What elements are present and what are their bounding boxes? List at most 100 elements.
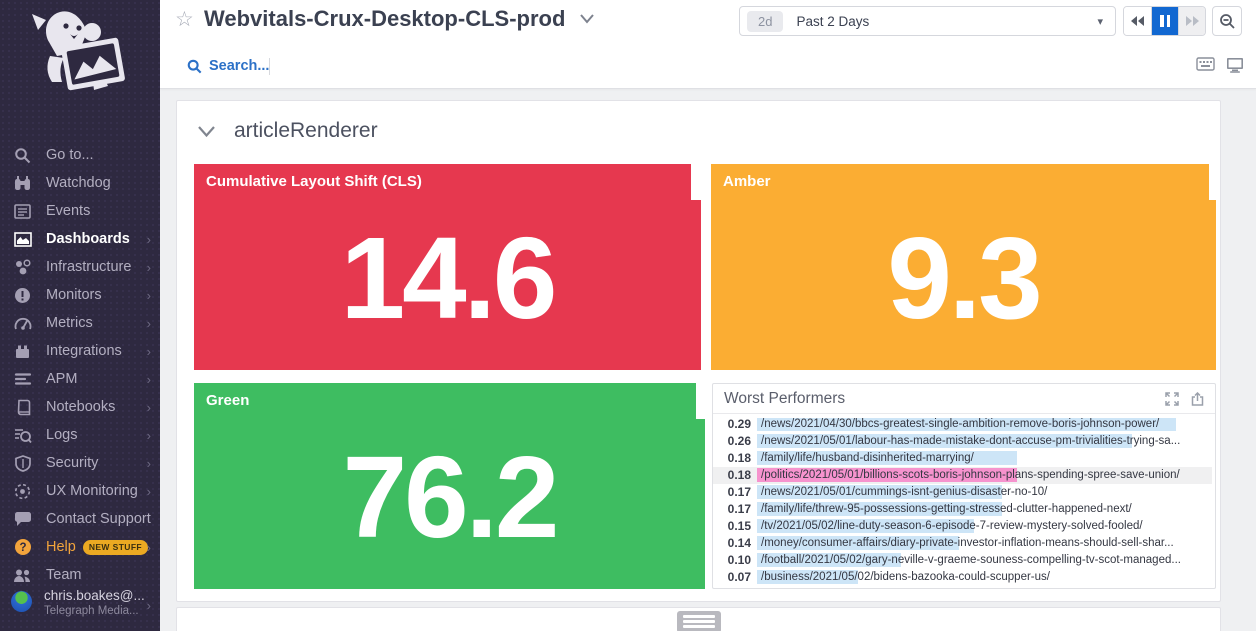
chevron-right-icon: › [146,371,151,387]
worst-performers-header: Worst Performers [713,384,1215,414]
row-bar-zone: /money/consumer-affairs/diary-private-in… [757,534,1212,551]
sidebar-item-events[interactable]: Events [0,197,160,225]
sidebar-item-notebooks[interactable]: Notebooks › [0,393,160,421]
integrations-icon [13,342,32,361]
time-forward-button[interactable] [1178,7,1205,35]
row-bar-zone: /business/2021/05/02/bidens-bazooka-coul… [757,568,1212,585]
row-bar-zone: /news/2021/04/30/bbcs-greatest-single-am… [757,416,1212,433]
sidebar-item-label: APM [46,371,78,387]
row-bar-zone: /politics/2021/05/01/billions-scots-bori… [757,467,1212,484]
row-bar-zone: /news/2021/05/01/cummings-isnt-genius-di… [757,484,1212,501]
export-widget-icon[interactable] [1191,391,1204,406]
search-input[interactable]: Search... [187,58,269,74]
sidebar-item-ux-monitoring[interactable]: UX Monitoring › [0,477,160,505]
row-url: /family/life/threw-95-possessions-gettin… [761,502,1132,515]
row-bar [757,535,960,550]
sidebar-item-label: Events [46,203,91,219]
row-value: 0.17 [727,485,751,500]
sidebar-item-monitors[interactable]: Monitors › [0,281,160,309]
worst-performer-row[interactable]: 0.18/family/life/husband-disinherited-ma… [713,450,1212,467]
datadog-logo-icon[interactable] [22,4,137,104]
chevron-right-icon: › [146,287,151,303]
sidebar-item-go-to[interactable]: Go to... [0,141,160,169]
time-range-picker[interactable]: 2d Past 2 Days ▾ [739,6,1116,36]
row-bar [757,451,1017,466]
chevron-right-icon: › [146,315,151,331]
query-value-widget-cls[interactable]: Cumulative Layout Shift (CLS) 14.6 [194,164,701,370]
sidebar-user-menu[interactable]: chris.boakes@... Telegraph Media... › [0,588,160,617]
sidebar-item-label: Metrics [46,315,93,331]
widget-title: Cumulative Layout Shift (CLS) [206,173,422,190]
worst-performer-row[interactable]: 0.17/news/2021/05/01/cummings-isnt-geniu… [713,484,1212,501]
query-value-widget-green[interactable]: Green 76.2 [194,383,705,589]
logs-icon [13,426,32,445]
sidebar-item-logs[interactable]: Logs › [0,421,160,449]
sidebar-item-watchdog[interactable]: Watchdog [0,169,160,197]
time-backward-button[interactable] [1124,7,1151,35]
worst-performer-row[interactable]: 0.18/politics/2021/05/01/billions-scots-… [713,466,1212,484]
sidebar-item-label: Integrations [46,343,122,359]
sidebar-item-contact-support[interactable]: Contact Support [0,505,160,533]
row-url: /politics/2021/05/01/billions-scots-bori… [761,469,1180,482]
sidebar-item-dashboards[interactable]: Dashboards › [0,225,160,253]
row-value: 0.17 [727,501,751,516]
sidebar-item-label: Go to... [46,147,94,163]
row-url: /news/2021/04/30/bbcs-greatest-single-am… [761,418,1160,431]
chevron-right-icon: › [146,399,151,415]
row-bar [757,417,1176,432]
zoom-out-icon [1219,13,1235,29]
user-email: chris.boakes@... [44,588,145,603]
time-range-badge: 2d [747,10,784,32]
title-chevron-down-icon[interactable] [579,13,595,24]
section-header[interactable]: articleRenderer [197,119,378,143]
worst-performer-row[interactable]: 0.07/business/2021/05/02/bidens-bazooka-… [713,568,1212,585]
notebooks-icon [13,398,32,417]
worst-performer-row[interactable]: 0.10/football/2021/05/02/gary-neville-v-… [713,551,1212,568]
sidebar-item-help[interactable]: ? Help NEW STUFF › [0,533,160,561]
search-icon [187,59,202,73]
time-range-label: Past 2 Days [796,13,870,29]
sidebar-item-label: Security [46,455,99,471]
ux-icon [13,482,32,501]
query-value-widget-amber[interactable]: Amber 9.3 [711,164,1216,370]
row-value: 0.18 [727,451,751,466]
worst-performer-row[interactable]: 0.15/tv/2021/05/02/line-duty-season-6-ep… [713,517,1212,534]
row-url: /news/2021/05/01/labour-has-made-mistake… [761,435,1181,448]
expand-widget-icon[interactable] [1165,391,1179,406]
time-nav-buttons [1123,6,1206,36]
sidebar-item-team[interactable]: Team [0,561,160,589]
worst-performer-row[interactable]: 0.29/news/2021/04/30/bbcs-greatest-singl… [713,416,1212,433]
keyboard-shortcuts-icon[interactable] [1196,57,1215,73]
widget-title: Amber [723,173,771,190]
sidebar-item-integrations[interactable]: Integrations › [0,337,160,365]
sidebar-item-label: Watchdog [46,175,111,191]
search-placeholder: Search... [209,58,270,74]
sidebar-item-label: Infrastructure [46,259,132,275]
sidebar-item-label: Monitors [46,287,102,303]
tv-mode-icon[interactable] [1226,57,1244,73]
sidebar-item-infrastructure[interactable]: Infrastructure › [0,253,160,281]
dashboard-title[interactable]: Webvitals-Crux-Desktop-CLS-prod [204,6,566,31]
chevron-down-icon: ▾ [1097,16,1103,28]
worst-performer-row[interactable]: 0.17/family/life/threw-95-possessions-ge… [713,501,1212,518]
sidebar-item-metrics[interactable]: Metrics › [0,309,160,337]
help-icon: ? [13,538,32,557]
row-bar-zone: /family/life/threw-95-possessions-gettin… [757,501,1212,518]
row-value: 0.15 [727,518,751,533]
favorite-star-icon[interactable]: ☆ [175,8,194,31]
widget-value: 14.6 [340,213,558,343]
avatar [11,591,32,612]
worst-performer-row[interactable]: 0.26/news/2021/05/01/labour-has-made-mis… [713,433,1212,450]
sidebar-item-apm[interactable]: APM › [0,365,160,393]
pause-button[interactable] [1151,7,1178,35]
topbar: ☆ Webvitals-Crux-Desktop-CLS-prod Search… [160,0,1256,89]
collapsed-section-handle-icon[interactable] [676,611,721,631]
metrics-icon [13,314,32,333]
zoom-out-button[interactable] [1212,6,1242,36]
sidebar-item-label: Notebooks [46,399,116,415]
sidebar-item-security[interactable]: Security › [0,449,160,477]
worst-performers-table: 0.29/news/2021/04/30/bbcs-greatest-singl… [713,416,1212,585]
row-url: /family/life/husband-disinherited-marryi… [761,452,974,465]
worst-performer-row[interactable]: 0.14/money/consumer-affairs/diary-privat… [713,534,1212,551]
